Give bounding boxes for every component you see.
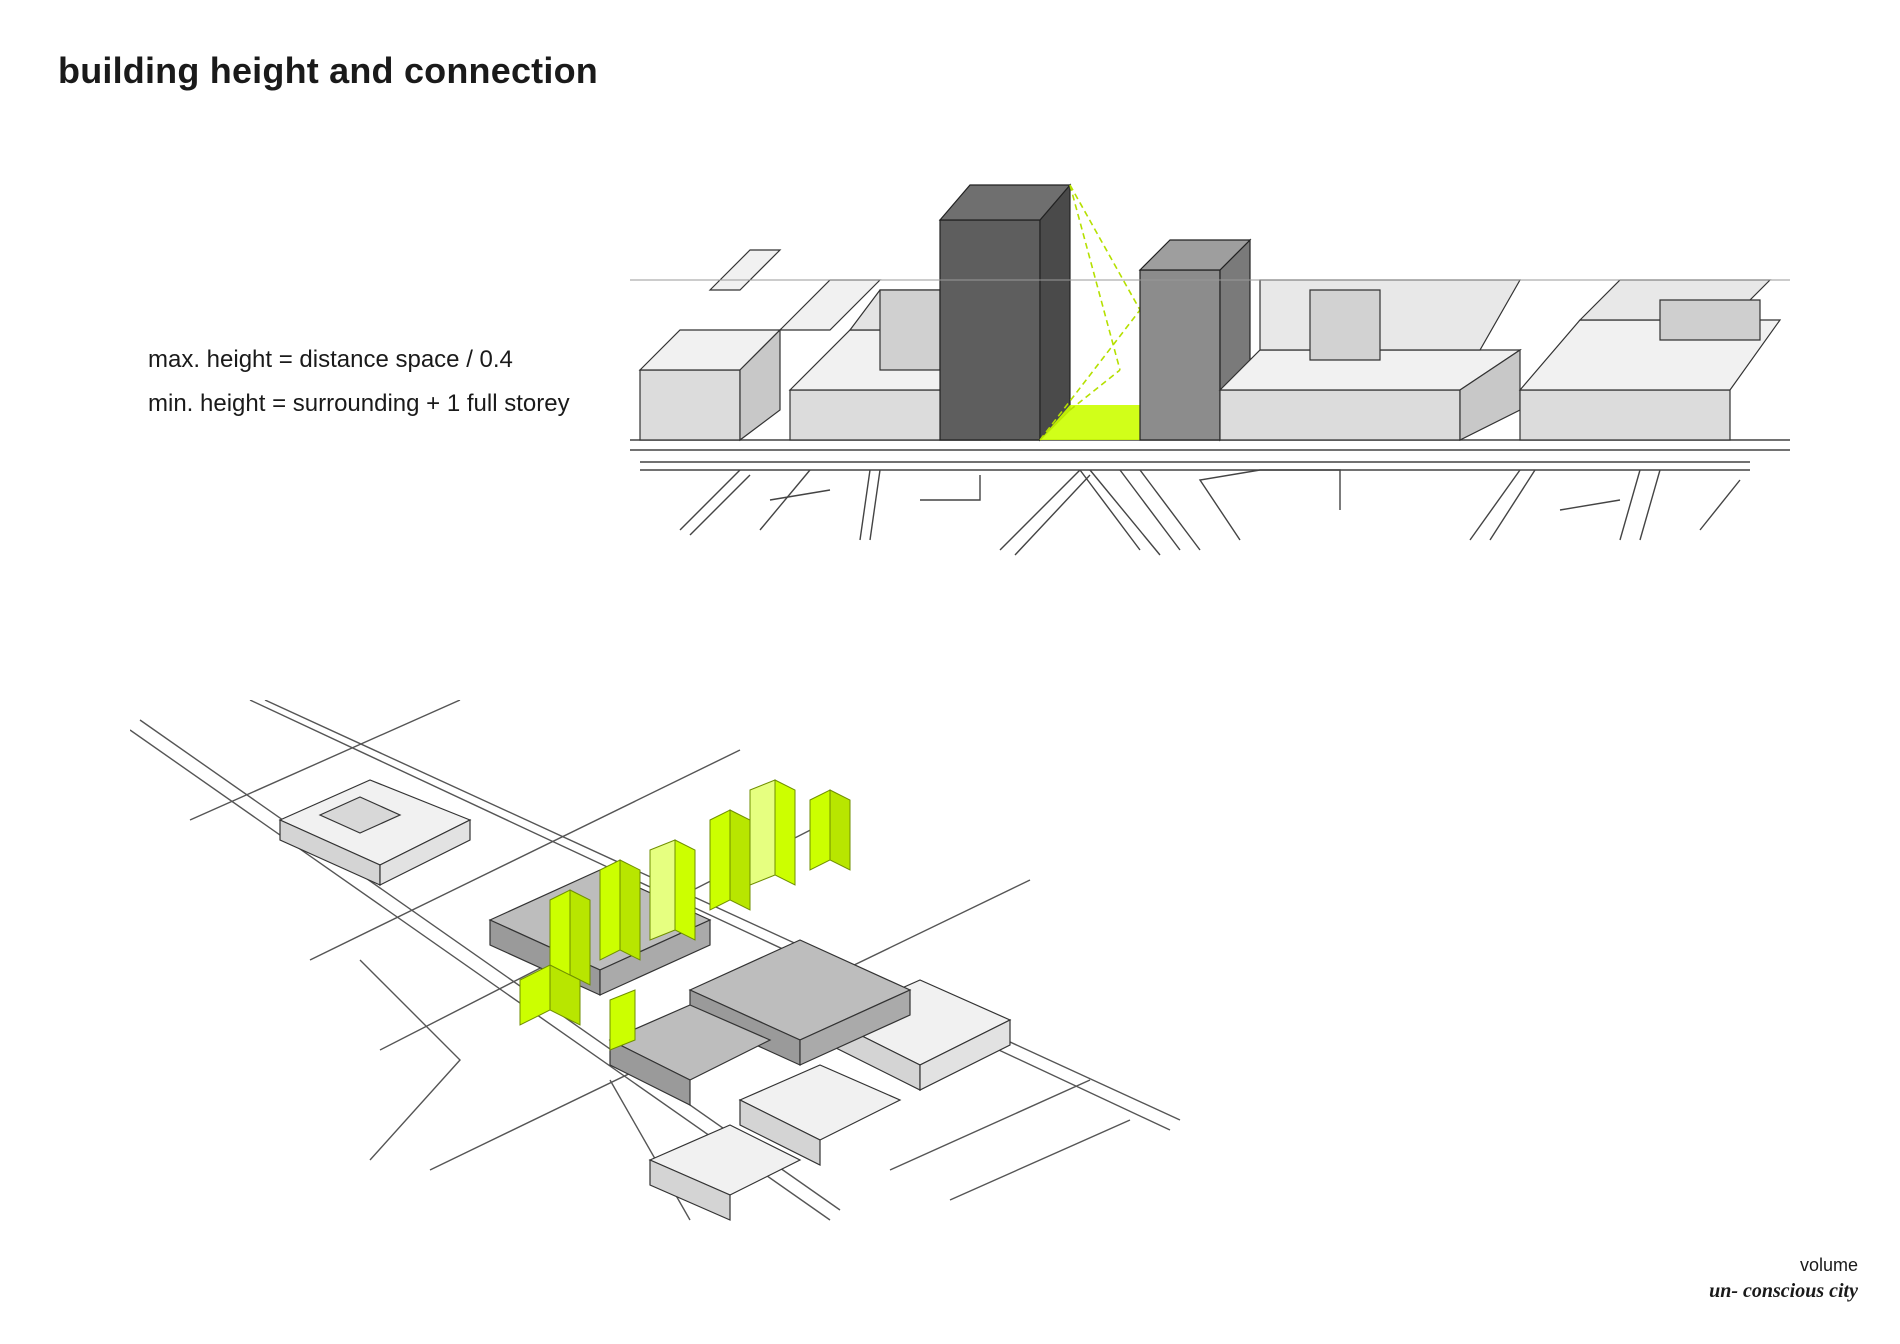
highlighted-tower-cluster — [519, 779, 851, 1051]
height-rules: max. height = distance space / 0.4 min. … — [148, 338, 570, 426]
page-title: building height and connection — [58, 50, 598, 91]
footer: volume un- conscious city — [1709, 1255, 1858, 1303]
connection-indicator — [1039, 184, 1141, 441]
district-axonometric-diagram — [130, 700, 1181, 1221]
tower-section-diagram — [630, 183, 1790, 556]
street-network-lines — [630, 439, 1790, 556]
project-name: un- conscious city — [1709, 1280, 1858, 1302]
min-height-rule: min. height = surrounding + 1 full store… — [148, 390, 570, 417]
section-label: volume — [1799, 1255, 1858, 1275]
right-perimeter-blocks — [630, 279, 1790, 441]
district-street-lines — [130, 700, 1181, 1221]
max-height-rule: max. height = distance space / 0.4 — [148, 346, 513, 373]
dark-tower — [938, 183, 1072, 442]
